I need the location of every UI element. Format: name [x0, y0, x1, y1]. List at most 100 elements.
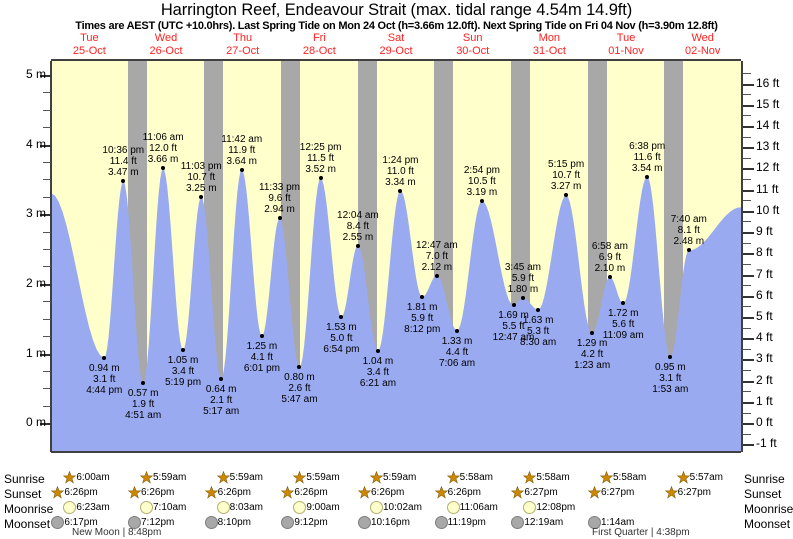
sunset-time: 6:26pm [294, 487, 328, 498]
tide-height-ft: 5.0 ft [330, 332, 353, 344]
y-tick-right [743, 83, 754, 86]
y-label-right: -1 ft [756, 436, 777, 451]
day-header-7: Tue 01-Nov [588, 32, 665, 60]
tide-time: 4:44 pm [86, 384, 123, 396]
moonset-circle-icon [204, 516, 218, 529]
day-header-8: Wed 02-Nov [664, 32, 741, 60]
y-label-right: 4 ft [756, 330, 773, 345]
tide-height-ft: 3.4 ft [366, 366, 390, 378]
moonrise-circle-icon [293, 501, 307, 514]
moonset-circle-icon [511, 516, 525, 529]
day-date: 29-Oct [379, 45, 413, 57]
tide-height-m: 1.33 m [441, 335, 473, 347]
tide-height-m: 0.94 m [88, 362, 120, 374]
tide-time: 7:06 am [438, 357, 476, 369]
day-date: 31-Oct [532, 45, 566, 57]
y-tick-right [743, 338, 754, 341]
y-tick-right [743, 317, 754, 319]
tide-extremum-dot [102, 355, 107, 360]
moonset-row-label-left: Moonset [4, 517, 51, 531]
day-header-2: Thu 27-Oct [204, 32, 281, 60]
tide-time: 11:03 pm [180, 160, 222, 172]
y-tick-right [743, 253, 754, 256]
y-label-right: 6 ft [756, 287, 773, 302]
tide-height-m: 3.64 m [226, 155, 258, 167]
tide-annotation-high: 6:58 am 6.9 ft 2.10 m [570, 241, 650, 274]
tide-annotation-low: 0.80 m 2.6 ft 5:47 am [259, 372, 339, 405]
y-tick-left [40, 74, 51, 77]
y-tick-left [43, 370, 51, 372]
tide-height-m: 1.04 m [362, 355, 394, 367]
day-date: 28-Oct [302, 45, 336, 57]
tide-annotation-low: 1.04 m 3.4 ft 6:21 am [338, 356, 418, 389]
tide-time: 11:09 am [602, 330, 644, 342]
day-header-4: Sat 29-Oct [358, 32, 435, 60]
tide-height-ft: 11.0 ft [386, 165, 414, 177]
y-tick-left [43, 109, 51, 111]
tide-extremum-dot [621, 301, 626, 306]
moonset-circle-icon [128, 516, 141, 529]
y-tick-right [743, 274, 754, 277]
tide-time: 3:45 am [504, 261, 542, 273]
tide-height-m: 2.55 m [342, 231, 374, 243]
y-label-right: 16 ft [756, 75, 780, 90]
day-weekday: Tue [616, 32, 636, 44]
tide-time: 6:54 pm [323, 343, 360, 355]
y-label-right: 0 ft [756, 415, 773, 430]
y-tick-right-minor [743, 242, 751, 244]
y-axis-left-line [50, 61, 52, 452]
y-label-right: 1 ft [756, 393, 773, 408]
tide-extremum-dot [375, 348, 380, 353]
tide-extremum-dot [607, 274, 612, 279]
sunset-time: 6:27pm [677, 487, 712, 498]
tide-extremum-dot [141, 381, 146, 386]
day-date: 25-Oct [72, 45, 106, 57]
tide-height-m: 3.27 m [550, 181, 582, 193]
tide-time: 11:06 am [142, 132, 184, 144]
tide-annotation-high: 11:42 am 11.9 ft 3.64 m [202, 134, 282, 167]
sunset-star-icon [281, 485, 295, 499]
moonrise-time: 9:00am [306, 502, 340, 513]
tide-annotation-high: 11:06 am 12.0 ft 3.66 m [123, 132, 203, 165]
y-tick-left [40, 144, 51, 147]
sunset-row-label-left: Sunset [4, 487, 42, 501]
day-weekday: Tue [80, 32, 99, 44]
tide-height-ft: 5.6 ft [612, 319, 635, 331]
tide-annotation-high: 11:33 pm 9.6 ft 2.94 m [240, 182, 320, 215]
tide-height-ft: 4.2 ft [580, 349, 604, 361]
y-label-left: 3 m [25, 206, 46, 221]
tide-height-ft: 3.1 ft [659, 372, 682, 384]
tide-extremum-dot [259, 334, 264, 339]
tide-height-ft: 10.7 ft [187, 171, 216, 183]
y-tick-left [40, 423, 51, 426]
tide-height-m: 1.69 m [498, 310, 529, 322]
sunset-time: 6:26pm [141, 487, 175, 498]
sunrise-time: 5:58am [613, 472, 647, 483]
tide-height-m: 3.66 m [147, 154, 179, 166]
moonset-time: 8:10pm [217, 517, 252, 528]
tide-annotation-low: 1.63 m 5.3 ft 8:30 am [498, 315, 578, 348]
y-label-left: 5 m [25, 66, 46, 81]
y-tick-left [40, 283, 51, 286]
moonset-row-label-right: Moonset [744, 517, 791, 531]
tide-extremum-dot [479, 198, 484, 203]
y-label-right: 12 ft [756, 160, 780, 175]
y-tick-left [43, 196, 51, 198]
tide-time: 5:17 am [203, 405, 240, 417]
tide-height-ft: 2.1 ft [210, 394, 233, 406]
tide-height-ft: 10.7 ft [552, 170, 581, 182]
sunrise-star-icon [63, 470, 77, 484]
tide-annotation-high: 12:04 am 8.4 ft 2.55 m [318, 210, 398, 243]
tide-annotation-low: 0.95 m 3.1 ft 1:53 am [630, 362, 710, 395]
sunset-row-label-right: Sunset [744, 487, 782, 501]
y-tick-left [43, 336, 51, 338]
tide-annotation-low: 1.81 m 5.9 ft 8:12 pm [382, 302, 462, 335]
y-label-left: 0 m [25, 415, 46, 430]
tide-time: 6:21 am [359, 377, 397, 389]
tide-annotation-high: 12:47 am 7.0 ft 2.12 m [397, 240, 477, 273]
tide-time: 5:19 pm [164, 377, 202, 389]
y-tick-left [43, 405, 51, 407]
moonset-time: 11:19pm [447, 517, 486, 528]
y-tick-right [743, 359, 754, 362]
y-label-right: 3 ft [756, 351, 773, 366]
